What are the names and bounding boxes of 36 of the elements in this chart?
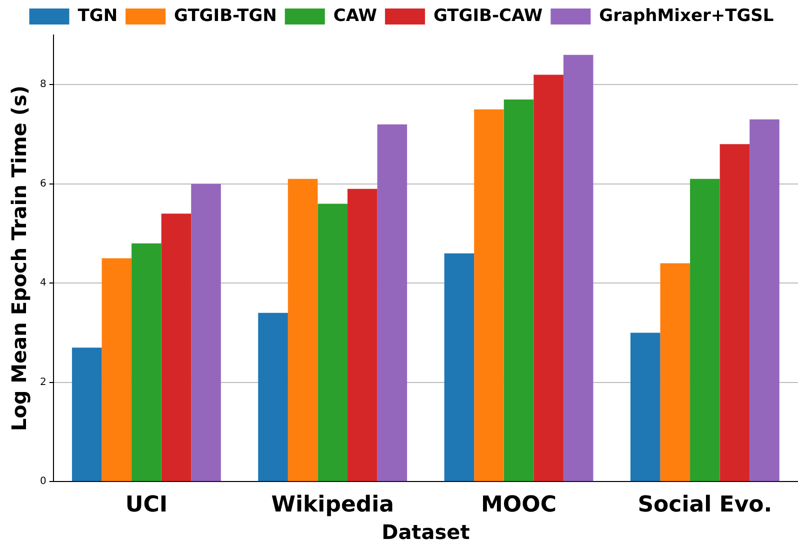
x-tick-label: Wikipedia bbox=[271, 492, 394, 518]
bar bbox=[318, 204, 348, 482]
bar bbox=[132, 243, 162, 482]
bar bbox=[750, 119, 780, 482]
bar bbox=[347, 188, 378, 482]
bar bbox=[474, 109, 504, 482]
legend-label: GTGIB-TGN bbox=[174, 6, 277, 26]
y-tick-label: 0 bbox=[40, 476, 46, 488]
bar bbox=[377, 124, 408, 482]
y-axis-title: Log Mean Epoch Train Time (s) bbox=[7, 85, 32, 432]
x-axis-title: Dataset bbox=[382, 520, 470, 544]
bar bbox=[660, 263, 690, 482]
y-tick-label: 6 bbox=[40, 178, 46, 190]
bar bbox=[288, 178, 318, 482]
bar bbox=[258, 312, 288, 482]
y-tick-label: 8 bbox=[40, 79, 46, 90]
bar bbox=[504, 100, 534, 482]
legend-label: TGN bbox=[78, 6, 118, 26]
x-tick-label: MOOC bbox=[481, 492, 556, 518]
y-tick-label: 2 bbox=[40, 376, 46, 388]
bar bbox=[72, 348, 102, 482]
bar bbox=[102, 258, 132, 482]
legend-label: GraphMixer+TGSL bbox=[599, 6, 774, 26]
bar bbox=[563, 54, 594, 482]
bar bbox=[630, 332, 660, 482]
x-tick-label: Social Evo. bbox=[638, 492, 772, 518]
legend-label: GTGIB-CAW bbox=[433, 6, 543, 26]
bar bbox=[690, 178, 720, 482]
y-tick-label: 4 bbox=[40, 278, 46, 289]
bar bbox=[161, 214, 192, 482]
x-tick-label: UCI bbox=[125, 492, 168, 518]
bar bbox=[444, 253, 474, 482]
bar bbox=[191, 184, 221, 482]
legend-label: CAW bbox=[333, 6, 378, 26]
bar bbox=[720, 144, 750, 482]
bar bbox=[534, 74, 564, 482]
